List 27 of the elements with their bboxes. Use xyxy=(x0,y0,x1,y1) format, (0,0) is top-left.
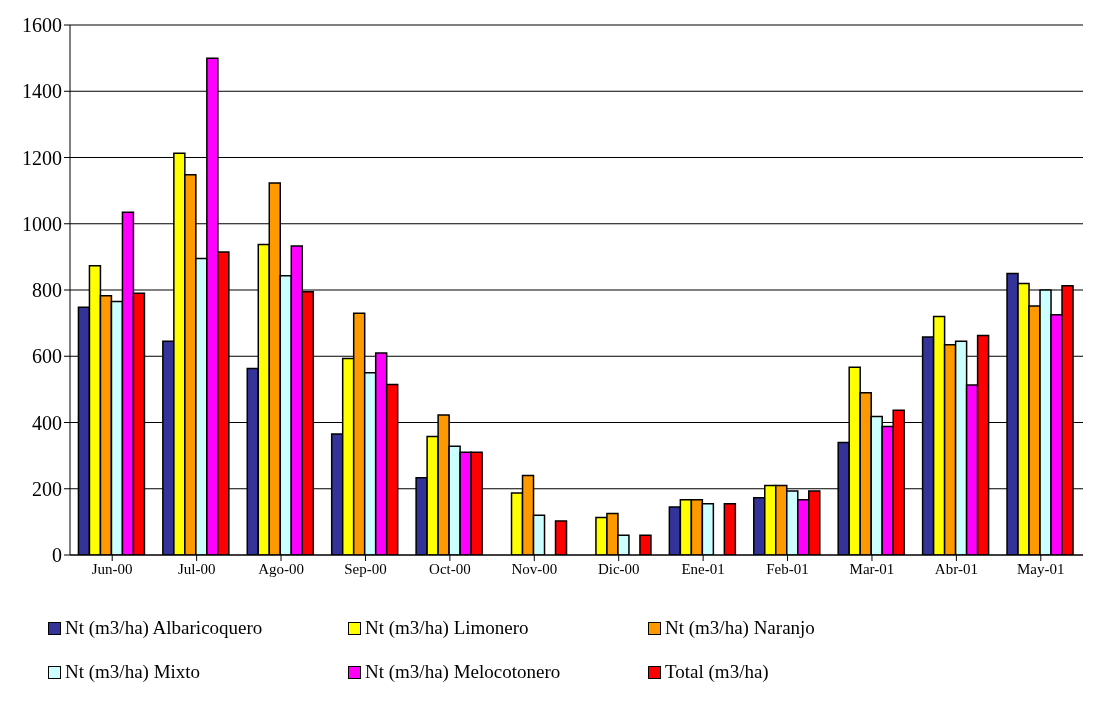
legend-label: Nt (m3/ha) Albaricoquero xyxy=(65,617,263,639)
x-tick-label: Jul-00 xyxy=(177,560,216,577)
y-tick-label: 200 xyxy=(32,477,62,500)
y-tick-label: 1600 xyxy=(22,14,62,37)
y-tick-label: 1000 xyxy=(22,212,62,235)
x-tick-label: Mar-01 xyxy=(849,560,895,577)
x-tick-label: Nov-00 xyxy=(511,560,558,577)
y-tick-label: 400 xyxy=(32,411,62,434)
legend-label: Nt (m3/ha) Mixto xyxy=(65,661,201,683)
y-tick-label: 1200 xyxy=(22,146,62,169)
x-tick-label: Feb-01 xyxy=(766,560,809,577)
x-tick-label: Abr-01 xyxy=(934,560,978,577)
x-tick-label: Ene-01 xyxy=(681,560,725,577)
y-tick-label: 1400 xyxy=(22,80,62,103)
y-tick-label: 600 xyxy=(32,345,62,368)
x-tick-label: Jun-00 xyxy=(91,560,133,577)
y-tick-label: 0 xyxy=(52,544,62,567)
legend-label: Nt (m3/ha) Melocotonero xyxy=(365,661,561,683)
x-tick-label: Ago-00 xyxy=(258,560,304,577)
legend-label: Total (m3/ha) xyxy=(665,661,769,683)
x-tick-label: Oct-00 xyxy=(429,560,471,577)
y-tick-label: 800 xyxy=(32,279,62,302)
x-tick-label: Dic-00 xyxy=(597,560,640,577)
legend-label: Nt (m3/ha) Naranjo xyxy=(665,617,815,639)
legend-label: Nt (m3/ha) Limonero xyxy=(365,617,529,639)
x-tick-label: Sep-00 xyxy=(344,560,387,577)
x-tick-label: May-01 xyxy=(1017,560,1065,577)
